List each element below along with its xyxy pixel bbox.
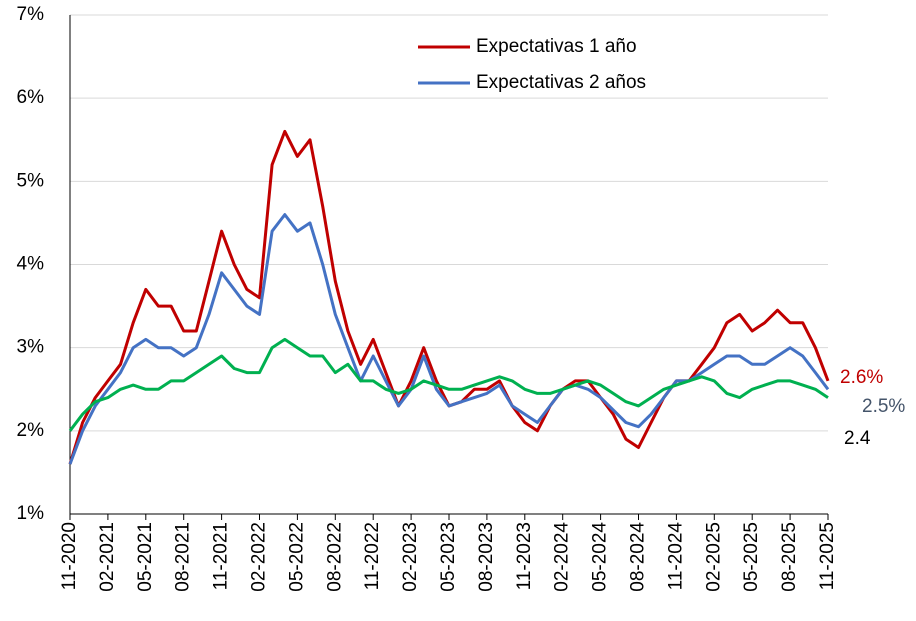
series-line	[68, 213, 830, 465]
y-tick-label: 4%	[17, 254, 45, 275]
x-tick-label: 02-2025	[703, 522, 724, 592]
end-label: 2.6%	[840, 367, 883, 388]
x-tick-label: 02-2023	[400, 522, 421, 592]
y-tick-label: 2%	[17, 420, 45, 441]
x-tick-label: 08-2021	[173, 522, 194, 592]
x-tick-label: 08-2025	[779, 522, 800, 592]
end-label: 2.4	[844, 428, 871, 449]
x-tick-label: 11-2021	[211, 522, 232, 590]
legend-label: Expectativas 1 año	[476, 36, 637, 57]
x-tick-label: 08-2022	[324, 522, 345, 592]
x-tick-label: 05-2021	[135, 522, 156, 592]
x-tick-label: 11-2023	[514, 522, 535, 590]
x-tick-label: 02-2021	[97, 522, 118, 592]
y-tick-label: 1%	[17, 503, 45, 524]
x-tick-label: 05-2023	[438, 522, 459, 592]
y-tick-label: 7%	[17, 4, 45, 25]
x-tick-label: 11-2022	[362, 522, 383, 590]
x-tick-label: 11-2025	[817, 522, 838, 590]
y-tick-label: 3%	[17, 337, 45, 358]
x-tick-label: 08-2023	[476, 522, 497, 592]
x-tick-label: 11-2024	[665, 522, 686, 591]
y-tick-label: 6%	[17, 87, 45, 108]
x-tick-label: 08-2024	[628, 522, 649, 592]
x-tick-label: 05-2022	[286, 522, 307, 592]
x-tick-label: 02-2024	[552, 522, 573, 592]
legend-label: Expectativas 2 años	[476, 72, 646, 93]
x-tick-label: 05-2025	[741, 522, 762, 592]
x-tick-label: 02-2022	[249, 522, 270, 592]
y-tick-label: 5%	[17, 170, 45, 191]
x-tick-label: 05-2024	[590, 522, 611, 592]
series-line	[68, 337, 829, 432]
x-tick-label: 11-2020	[59, 522, 80, 590]
end-label: 2.5%	[862, 396, 905, 417]
